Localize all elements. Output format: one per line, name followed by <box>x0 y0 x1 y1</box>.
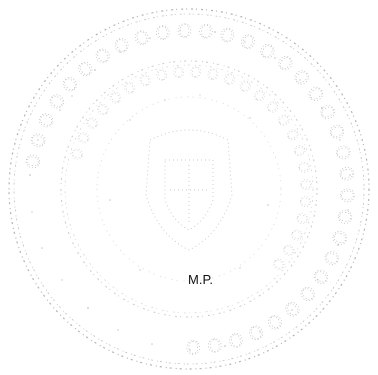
mp-stamp-label: M.P. <box>188 272 214 287</box>
seal-outer-ring <box>8 8 370 370</box>
seal-inner-lettering: ООООООООООООООООООООООООО <box>69 64 313 277</box>
seal-middle-ring <box>60 60 318 318</box>
svg-text:ООООООООООООООООООООООООО: ООООООООООООООООООООООООО <box>69 65 313 277</box>
seal-speckle <box>29 29 351 351</box>
seal-center-emblem <box>145 129 233 251</box>
seal-inner-ring <box>96 96 282 282</box>
